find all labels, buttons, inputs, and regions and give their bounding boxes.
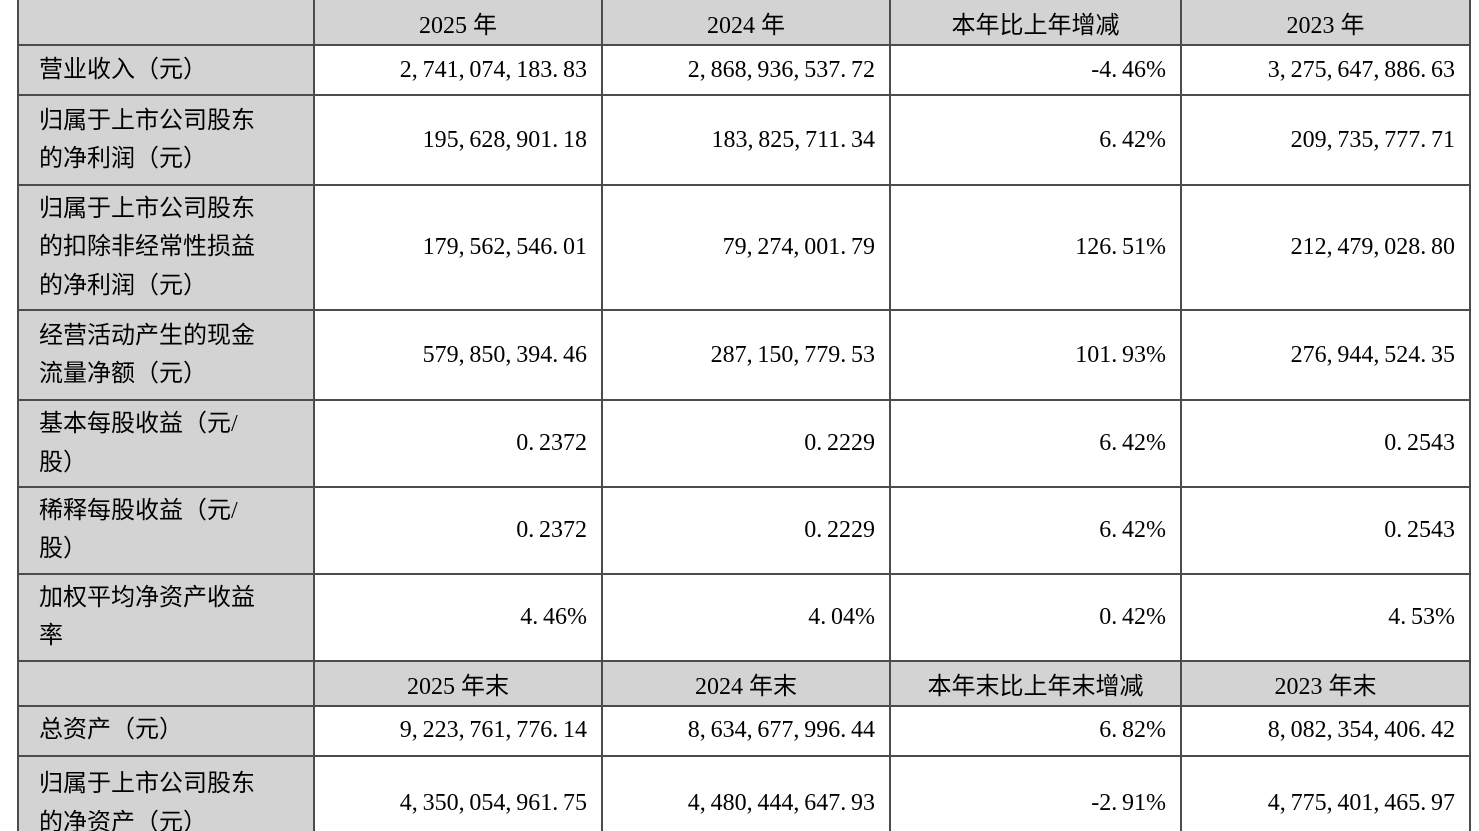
table-row-net-profit-excl-nonrecurring: 归属于上市公司股东 的扣除非经常性损益 的净利润（元） 179, 562, 54… bbox=[17, 183, 1471, 312]
row-label-net-assets: 归属于上市公司股东 的净资产（元） bbox=[17, 754, 315, 831]
financial-summary-table: 2025 年 2024 年 本年比上年增减 2023 年 营业收入（元） 2, … bbox=[17, 0, 1471, 831]
row-label-net-profit-excl-nonrecurring: 归属于上市公司股东 的扣除非经常性损益 的净利润（元） bbox=[17, 183, 315, 312]
cell-cash-flow-2023: 276, 944, 524. 35 bbox=[1180, 309, 1471, 402]
cell-net-assets-change: -2. 91% bbox=[889, 754, 1182, 831]
cell-diluted-eps-change: 6. 42% bbox=[889, 485, 1182, 575]
row-label-operating-cash-flow: 经营活动产生的现金 流量净额（元） bbox=[17, 309, 315, 402]
period-header-change: 本年比上年增减 bbox=[889, 0, 1182, 46]
cell-roe-2023: 4. 53% bbox=[1180, 572, 1471, 662]
cell-basic-eps-2025: 0. 2372 bbox=[313, 399, 603, 488]
cell-cash-flow-2024: 287, 150, 779. 53 bbox=[601, 309, 891, 402]
cell-revenue-2023: 3, 275, 647, 886. 63 bbox=[1180, 44, 1471, 96]
row-label-net-profit: 归属于上市公司股东 的净利润（元） bbox=[17, 94, 315, 186]
cell-total-assets-2024: 8, 634, 677, 996. 44 bbox=[601, 704, 891, 757]
cell-total-assets-change: 6. 82% bbox=[889, 704, 1182, 757]
period-header-2024: 2024 年 bbox=[601, 0, 891, 46]
table-row-diluted-eps: 稀释每股收益（元/ 股） 0. 2372 0. 2229 6. 42% 0. 2… bbox=[17, 485, 1471, 575]
row-label-weighted-avg-roe: 加权平均净资产收益 率 bbox=[17, 572, 315, 662]
table-row-basic-eps: 基本每股收益（元/ 股） 0. 2372 0. 2229 6. 42% 0. 2… bbox=[17, 399, 1471, 488]
cell-net-profit-excl-change: 126. 51% bbox=[889, 183, 1182, 312]
cell-net-profit-2025: 195, 628, 901. 18 bbox=[313, 94, 603, 186]
cell-net-assets-2023: 4, 775, 401, 465. 97 bbox=[1180, 754, 1471, 831]
cell-diluted-eps-2025: 0. 2372 bbox=[313, 485, 603, 575]
eoy-header-2025: 2025 年末 bbox=[313, 659, 603, 707]
cell-cash-flow-change: 101. 93% bbox=[889, 309, 1182, 402]
period-header-2025: 2025 年 bbox=[313, 0, 603, 46]
cell-net-profit-2024: 183, 825, 711. 34 bbox=[601, 94, 891, 186]
cell-total-assets-2025: 9, 223, 761, 776. 14 bbox=[313, 704, 603, 757]
table-row-weighted-avg-roe: 加权平均净资产收益 率 4. 46% 4. 04% 0. 42% 4. 53% bbox=[17, 572, 1471, 662]
cell-revenue-2025: 2, 741, 074, 183. 83 bbox=[313, 44, 603, 96]
cell-revenue-change: -4. 46% bbox=[889, 44, 1182, 96]
cell-net-assets-2025: 4, 350, 054, 961. 75 bbox=[313, 754, 603, 831]
table-row-operating-cash-flow: 经营活动产生的现金 流量净额（元） 579, 850, 394. 46 287,… bbox=[17, 309, 1471, 402]
cell-basic-eps-2024: 0. 2229 bbox=[601, 399, 891, 488]
cell-revenue-2024: 2, 868, 936, 537. 72 bbox=[601, 44, 891, 96]
cell-diluted-eps-2024: 0. 2229 bbox=[601, 485, 891, 575]
cell-cash-flow-2025: 579, 850, 394. 46 bbox=[313, 309, 603, 402]
cell-roe-2024: 4. 04% bbox=[601, 572, 891, 662]
cell-net-profit-excl-2024: 79, 274, 001. 79 bbox=[601, 183, 891, 312]
eoy-header-change: 本年末比上年末增减 bbox=[889, 659, 1182, 707]
table-row-net-assets: 归属于上市公司股东 的净资产（元） 4, 350, 054, 961. 75 4… bbox=[17, 754, 1471, 831]
cell-basic-eps-change: 6. 42% bbox=[889, 399, 1182, 488]
cell-net-profit-change: 6. 42% bbox=[889, 94, 1182, 186]
table-row-revenue: 营业收入（元） 2, 741, 074, 183. 83 2, 868, 936… bbox=[17, 44, 1471, 96]
cell-net-assets-2024: 4, 480, 444, 647. 93 bbox=[601, 754, 891, 831]
row-label-total-assets: 总资产（元） bbox=[17, 704, 315, 757]
table-row-net-profit: 归属于上市公司股东 的净利润（元） 195, 628, 901. 18 183,… bbox=[17, 94, 1471, 186]
row-label-diluted-eps: 稀释每股收益（元/ 股） bbox=[17, 485, 315, 575]
cell-total-assets-2023: 8, 082, 354, 406. 42 bbox=[1180, 704, 1471, 757]
table-row-total-assets: 总资产（元） 9, 223, 761, 776. 14 8, 634, 677,… bbox=[17, 704, 1471, 757]
cell-net-profit-2023: 209, 735, 777. 71 bbox=[1180, 94, 1471, 186]
period-header-2023: 2023 年 bbox=[1180, 0, 1471, 46]
row-label-basic-eps: 基本每股收益（元/ 股） bbox=[17, 399, 315, 488]
cell-basic-eps-2023: 0. 2543 bbox=[1180, 399, 1471, 488]
cell-roe-change: 0. 42% bbox=[889, 572, 1182, 662]
cell-net-profit-excl-2025: 179, 562, 546. 01 bbox=[313, 183, 603, 312]
eoy-header-2024: 2024 年末 bbox=[601, 659, 891, 707]
cell-diluted-eps-2023: 0. 2543 bbox=[1180, 485, 1471, 575]
eoy-header-row: 2025 年末 2024 年末 本年末比上年末增减 2023 年末 bbox=[17, 659, 1471, 707]
eoy-header-blank bbox=[17, 659, 315, 707]
cell-net-profit-excl-2023: 212, 479, 028. 80 bbox=[1180, 183, 1471, 312]
period-header-row: 2025 年 2024 年 本年比上年增减 2023 年 bbox=[17, 0, 1471, 46]
row-label-revenue: 营业收入（元） bbox=[17, 44, 315, 96]
period-header-blank bbox=[17, 0, 315, 46]
eoy-header-2023: 2023 年末 bbox=[1180, 659, 1471, 707]
cell-roe-2025: 4. 46% bbox=[313, 572, 603, 662]
